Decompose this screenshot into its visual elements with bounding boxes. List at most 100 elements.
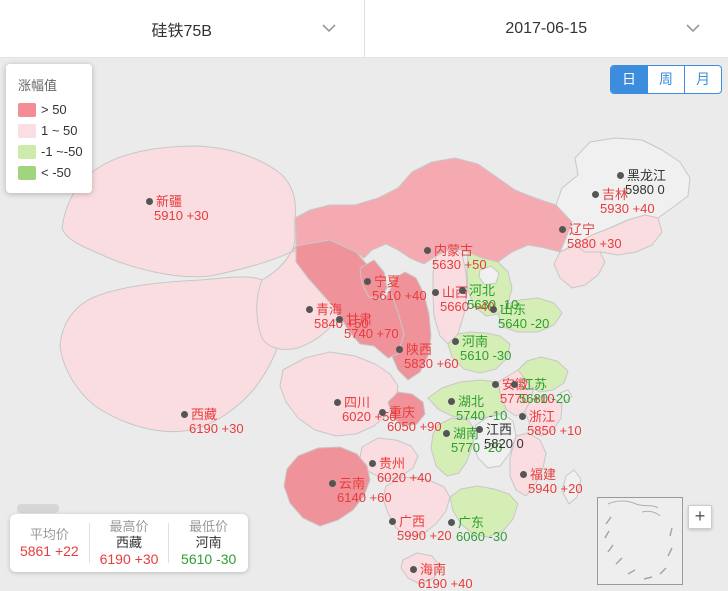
province-name: 广西 — [399, 514, 425, 529]
marker-dot — [379, 409, 386, 416]
region-xizang[interactable] — [60, 277, 283, 432]
province-value: 5930 +40 — [600, 202, 655, 216]
marker-dot — [336, 316, 343, 323]
province-value: 5910 +30 — [154, 209, 209, 223]
marker-dot — [448, 398, 455, 405]
legend-items: > 50 1 ~ 50 -1 ~-50 < -50 — [18, 102, 86, 180]
summary-highest-province: 西藏 — [90, 536, 169, 550]
marker-dot — [520, 471, 527, 478]
legend-label: < -50 — [41, 165, 71, 180]
legend-item[interactable]: 1 ~ 50 — [18, 123, 86, 138]
province-name: 浙江 — [529, 409, 555, 424]
province-value: 6060 -30 — [456, 530, 507, 544]
province-name: 黑龙江 — [627, 168, 666, 183]
province-value: 5740 +70 — [344, 327, 399, 341]
summary-average-label: 平均价 — [10, 528, 89, 542]
summary-highest-label: 最高价 — [90, 520, 169, 534]
marker-dot — [396, 346, 403, 353]
province-name: 宁夏 — [374, 274, 400, 289]
province-name: 广东 — [458, 515, 484, 530]
date-dropdown[interactable]: 2017-06-15 — [364, 0, 728, 57]
chevron-down-icon — [686, 24, 700, 33]
legend-item[interactable]: < -50 — [18, 165, 86, 180]
province-name: 云南 — [339, 476, 365, 491]
summary-lowest-value: 5610 -30 — [169, 552, 248, 566]
marker-dot — [424, 247, 431, 254]
marker-dot — [592, 191, 599, 198]
marker-dot — [617, 172, 624, 179]
province-name: 陕西 — [406, 342, 432, 357]
marker-dot — [432, 289, 439, 296]
summary-average: 平均价 5861 +22 — [10, 528, 89, 558]
province-name: 海南 — [420, 562, 446, 577]
marker-dot — [306, 306, 313, 313]
summary-lowest-label: 最低价 — [169, 520, 248, 534]
marker-dot — [519, 413, 526, 420]
period-tab-月[interactable]: 月 — [684, 66, 721, 93]
zoom-in-button[interactable]: + — [688, 505, 712, 529]
marker-dot — [490, 306, 497, 313]
province-name: 四川 — [344, 395, 370, 410]
summary-lowest: 最低价 河南 5610 -30 — [169, 520, 248, 566]
legend-panel: 涨幅值 > 50 1 ~ 50 -1 ~-50 < -50 — [6, 64, 92, 193]
period-tab-日[interactable]: 日 — [611, 66, 647, 93]
province-name: 西藏 — [191, 407, 217, 422]
period-tab-周[interactable]: 周 — [647, 66, 684, 93]
province-value: 5880 +30 — [567, 237, 622, 251]
legend-swatch — [18, 166, 36, 180]
legend-title: 涨幅值 — [18, 75, 86, 94]
product-dropdown-value: 硅铁75B — [152, 17, 212, 41]
marker-dot — [511, 381, 518, 388]
legend-label: -1 ~-50 — [41, 144, 83, 159]
province-name: 内蒙古 — [434, 243, 473, 258]
marker-dot — [492, 381, 499, 388]
chevron-down-icon — [322, 24, 336, 33]
province-value: 5610 +40 — [372, 289, 427, 303]
legend-item[interactable]: > 50 — [18, 102, 86, 117]
marker-dot — [448, 519, 455, 526]
scrollbar-thumb[interactable] — [17, 504, 59, 513]
summary-panel: 平均价 5861 +22 最高价 西藏 6190 +30 最低价 河南 5610… — [10, 514, 248, 572]
marker-dot — [364, 278, 371, 285]
product-dropdown[interactable]: 硅铁75B — [0, 0, 364, 57]
marker-dot — [369, 460, 376, 467]
province-name: 湖北 — [458, 394, 484, 409]
province-value: 5850 +10 — [527, 424, 582, 438]
legend-label: 1 ~ 50 — [41, 123, 78, 138]
province-value: 6140 +60 — [337, 491, 392, 505]
province-name: 重庆 — [389, 405, 415, 420]
marker-dot — [476, 426, 483, 433]
province-name: 河南 — [462, 334, 488, 349]
marker-dot — [559, 226, 566, 233]
marker-dot — [329, 480, 336, 487]
legend-item[interactable]: -1 ~-50 — [18, 144, 86, 159]
province-value: 5940 +20 — [528, 482, 583, 496]
province-name: 福建 — [530, 467, 556, 482]
marker-dot — [146, 198, 153, 205]
province-name: 贵州 — [379, 456, 405, 471]
province-value: 5990 +20 — [397, 529, 452, 543]
province-name: 江苏 — [521, 377, 547, 392]
marker-dot — [334, 399, 341, 406]
province-name: 吉林 — [602, 187, 628, 202]
marker-dot — [452, 338, 459, 345]
